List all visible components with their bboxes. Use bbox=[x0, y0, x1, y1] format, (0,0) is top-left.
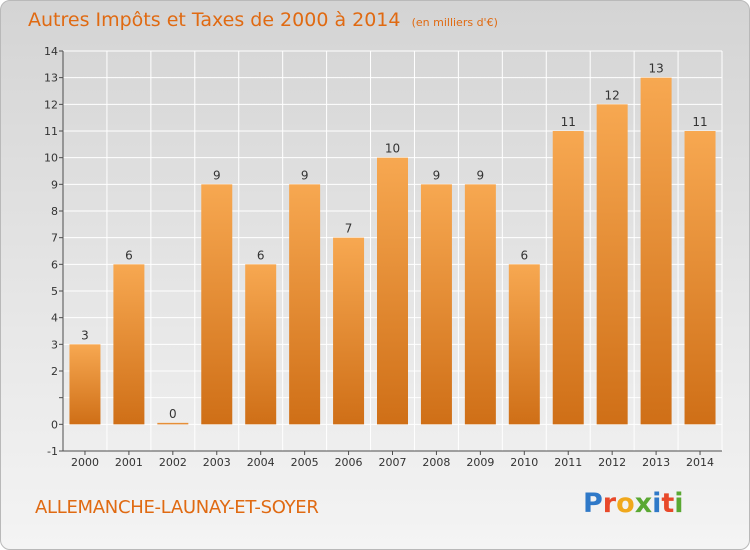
y-tick-label: 12 bbox=[44, 98, 58, 111]
data-label: 7 bbox=[345, 222, 353, 236]
data-label: 9 bbox=[477, 168, 485, 182]
y-tick-label: 2 bbox=[51, 365, 58, 378]
logo-letter: t bbox=[661, 488, 675, 519]
x-tick-label: 2002 bbox=[159, 456, 187, 469]
chart-subtitle: (en milliers d'€) bbox=[411, 16, 498, 29]
labels: -1 0 2 3 4 5 6 7 8 9 10 11 12 13 14 3 2000 6 2001 0 2002 9 200… bbox=[44, 45, 714, 469]
bar bbox=[333, 237, 365, 425]
x-tick-label: 2010 bbox=[510, 456, 538, 469]
y-tick-label: -1 bbox=[47, 445, 58, 458]
data-label: 13 bbox=[648, 62, 663, 76]
y-tick-label: 3 bbox=[51, 338, 58, 351]
bar bbox=[377, 157, 408, 425]
bar bbox=[69, 344, 101, 425]
data-label: 9 bbox=[301, 168, 309, 182]
y-tick-label: 7 bbox=[51, 232, 58, 245]
x-tick-label: 2006 bbox=[335, 456, 363, 469]
y-tick-label: 8 bbox=[51, 205, 58, 218]
axes bbox=[59, 50, 722, 455]
bar bbox=[113, 264, 145, 425]
data-label: 3 bbox=[81, 328, 89, 342]
y-tick-label: 4 bbox=[51, 312, 58, 325]
x-tick-label: 2012 bbox=[598, 456, 626, 469]
data-label: 11 bbox=[692, 115, 707, 129]
y-tick-label: 10 bbox=[44, 152, 58, 165]
data-label: 9 bbox=[433, 168, 441, 182]
y-tick-label: 13 bbox=[44, 72, 58, 85]
bars bbox=[69, 77, 716, 425]
data-label: 6 bbox=[257, 248, 265, 262]
data-label: 11 bbox=[561, 115, 576, 129]
bar bbox=[201, 184, 233, 425]
y-tick-label: 9 bbox=[51, 178, 58, 191]
x-tick-label: 2000 bbox=[71, 456, 99, 469]
x-tick-label: 2011 bbox=[554, 456, 582, 469]
bar bbox=[420, 184, 452, 425]
bar bbox=[640, 77, 672, 425]
proxiti-logo[interactable]: Proxiti bbox=[583, 488, 684, 519]
bar bbox=[289, 184, 321, 425]
y-tick-label: 11 bbox=[44, 125, 58, 138]
x-tick-label: 2008 bbox=[422, 456, 450, 469]
y-tick-label: 14 bbox=[44, 45, 58, 58]
x-tick-label: 2005 bbox=[291, 456, 319, 469]
x-tick-label: 2013 bbox=[642, 456, 670, 469]
bar bbox=[245, 264, 277, 425]
chart-header: Autres Impôts et Taxes de 2000 à 2014 (e… bbox=[28, 9, 498, 31]
bar bbox=[552, 131, 584, 425]
data-label: 10 bbox=[385, 142, 400, 156]
data-label: 9 bbox=[213, 168, 221, 182]
x-tick-label: 2009 bbox=[466, 456, 494, 469]
x-tick-label: 2004 bbox=[247, 456, 275, 469]
data-label: 6 bbox=[125, 248, 133, 262]
y-tick-label: 5 bbox=[51, 285, 58, 298]
logo-letter: o bbox=[616, 488, 635, 519]
bar bbox=[508, 264, 540, 425]
bar bbox=[464, 184, 496, 425]
y-tick-label: 6 bbox=[51, 258, 58, 271]
bar bbox=[684, 131, 716, 425]
data-label: 0 bbox=[169, 407, 177, 421]
logo-letter: i bbox=[652, 488, 662, 519]
bar bbox=[596, 104, 628, 425]
data-label: 12 bbox=[605, 88, 620, 102]
x-tick-label: 2014 bbox=[686, 456, 714, 469]
logo-letter: P bbox=[583, 488, 603, 519]
x-tick-label: 2001 bbox=[115, 456, 143, 469]
x-tick-label: 2003 bbox=[203, 456, 231, 469]
logo-letter: x bbox=[634, 488, 653, 519]
bar bbox=[157, 422, 189, 425]
chart-title: Autres Impôts et Taxes de 2000 à 2014 bbox=[28, 9, 401, 31]
logo-letter: r bbox=[602, 488, 617, 519]
logo-letter: i bbox=[674, 488, 684, 519]
x-tick-label: 2007 bbox=[379, 456, 407, 469]
y-tick-label: 0 bbox=[51, 418, 58, 431]
data-label: 6 bbox=[520, 248, 528, 262]
location-name: ALLEMANCHE-LAUNAY-ET-SOYER bbox=[35, 497, 319, 518]
